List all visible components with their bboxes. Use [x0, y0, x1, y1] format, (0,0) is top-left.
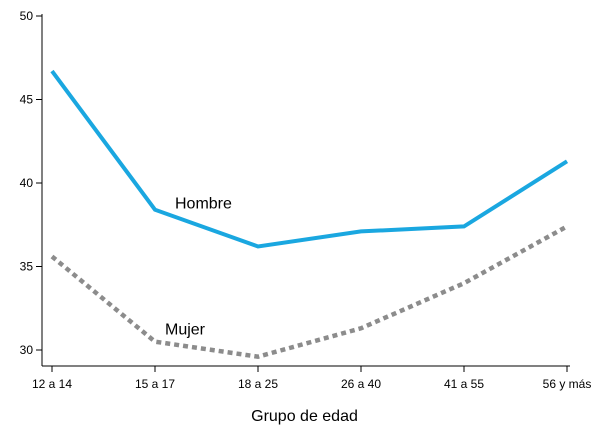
y-ticks: 30 35 40 45 50 [20, 9, 42, 357]
series-line-mujer [50, 224, 569, 359]
x-ticks: 12 a 14 15 a 17 18 a 25 26 a 40 41 a 55 56 y … [32, 366, 591, 391]
y-tick-label: 35 [20, 260, 34, 274]
series-layer [50, 69, 569, 359]
x-tick-label: 15 a 17 [135, 377, 175, 391]
series-labels: Hombre Mujer [165, 196, 232, 339]
x-tick-label: 26 a 40 [341, 377, 381, 391]
y-tick-label: 40 [20, 176, 34, 190]
axes: 30 35 40 45 50 12 a 14 15 a 17 18 a 25 26 a 40 4… [20, 9, 592, 391]
x-tick-label: 56 y más [543, 377, 592, 391]
x-tick-label: 18 a 25 [238, 377, 278, 391]
x-tick-label: 41 a 55 [444, 377, 484, 391]
x-axis-title: Grupo de edad [251, 408, 358, 425]
y-tick-label: 45 [20, 93, 34, 107]
series-line-hombre [50, 69, 569, 249]
y-tick-label: 50 [20, 9, 34, 23]
series-label-hombre: Hombre [175, 196, 232, 213]
x-tick-label: 12 a 14 [32, 377, 72, 391]
y-tick-label: 30 [20, 343, 34, 357]
series-label-mujer: Mujer [165, 322, 206, 339]
